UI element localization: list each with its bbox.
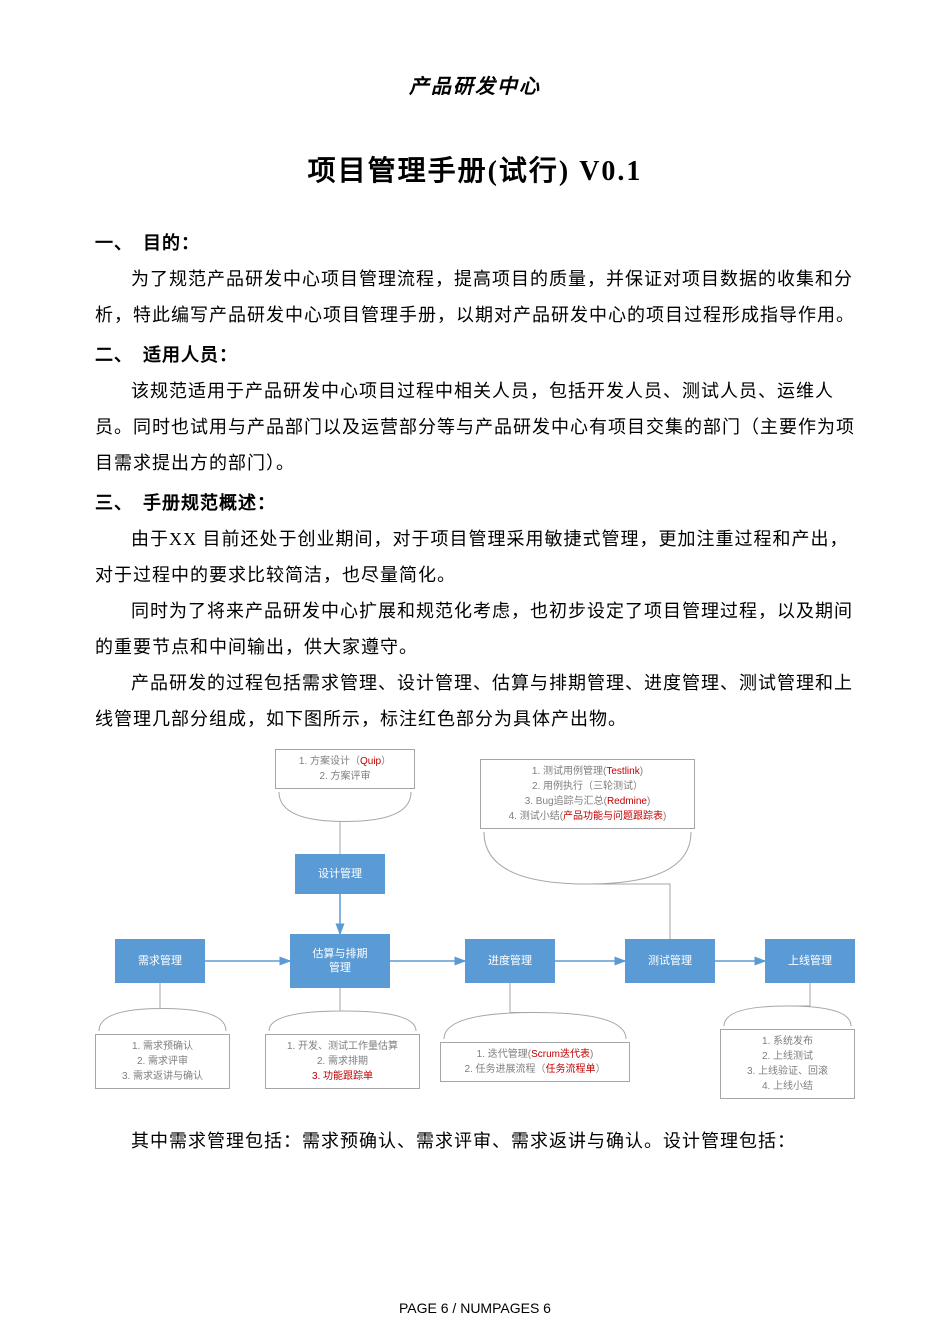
callout-line: 2. 需求评审	[102, 1054, 223, 1069]
flow-node-online: 上线管理	[765, 939, 855, 983]
flow-node-est: 估算与排期 管理	[290, 934, 390, 988]
flow-node-req: 需求管理	[115, 939, 205, 983]
callout-line: 2. 方案评审	[282, 769, 408, 784]
callout-line: 2. 需求排期	[272, 1054, 413, 1069]
flow-node-test: 测试管理	[625, 939, 715, 983]
section-2-head: 二、 适用人员：	[95, 341, 855, 367]
closing-para: 其中需求管理包括：需求预确认、需求评审、需求返讲与确认。设计管理包括：	[95, 1123, 855, 1159]
callout-line: 1. 系统发布	[727, 1034, 848, 1049]
section-3-para-2: 同时为了将来产品研发中心扩展和规范化考虑，也初步设定了项目管理过程，以及期间的重…	[95, 593, 855, 665]
callout-line: 4. 测试小结(产品功能与问题跟踪表)	[487, 809, 688, 824]
flowchart-diagram: 需求管理 设计管理估算与排期 管理 进度管理 测试管理 上线管理 1. 方案设计（Quip…	[95, 749, 855, 1109]
callout-c_online: 1. 系统发布2. 上线测试3. 上线验证、回滚4. 上线小结	[720, 1029, 855, 1099]
callout-line: 1. 测试用例管理(Testlink)	[487, 764, 688, 779]
callout-line: 2. 任务进展流程（任务流程单）	[447, 1062, 623, 1077]
page-header: 产品研发中心	[95, 70, 855, 99]
section-3-para-1: 由于XX 目前还处于创业期间，对于项目管理采用敏捷式管理，更加注重过程和产出，对…	[95, 521, 855, 593]
callout-line: 1. 需求预确认	[102, 1039, 223, 1054]
callout-line: 3. 需求返讲与确认	[102, 1069, 223, 1084]
callout-line: 3. Bug追踪与汇总(Redmine)	[487, 794, 688, 809]
section-3-para-3: 产品研发的过程包括需求管理、设计管理、估算与排期管理、进度管理、测试管理和上线管…	[95, 665, 855, 737]
flow-node-prog: 进度管理	[465, 939, 555, 983]
callout-line: 1. 迭代管理(Scrum迭代表)	[447, 1047, 623, 1062]
callout-c_est: 1. 开发、测试工作量估算2. 需求排期3. 功能跟踪单	[265, 1034, 420, 1089]
section-1-head: 一、 目的：	[95, 229, 855, 255]
section-1-para: 为了规范产品研发中心项目管理流程，提高项目的质量，并保证对项目数据的收集和分析，…	[95, 261, 855, 333]
callout-c_test: 1. 测试用例管理(Testlink)2. 用例执行（三轮测试）3. Bug追踪…	[480, 759, 695, 829]
flow-node-design: 设计管理	[295, 854, 385, 894]
callout-line: 2. 用例执行（三轮测试）	[487, 779, 688, 794]
callout-c_prog: 1. 迭代管理(Scrum迭代表)2. 任务进展流程（任务流程单）	[440, 1042, 630, 1082]
callout-line: 1. 开发、测试工作量估算	[272, 1039, 413, 1054]
callout-line: 3. 上线验证、回滚	[727, 1064, 848, 1079]
callout-c_design: 1. 方案设计（Quip）2. 方案评审	[275, 749, 415, 789]
document-title: 项目管理手册(试行) V0.1	[95, 149, 855, 189]
page-footer: PAGE 6 / NUMPAGES 6	[0, 1300, 950, 1316]
callout-c_req: 1. 需求预确认2. 需求评审3. 需求返讲与确认	[95, 1034, 230, 1089]
section-2-para: 该规范适用于产品研发中心项目过程中相关人员，包括开发人员、测试人员、运维人员。同…	[95, 373, 855, 481]
callout-line: 3. 功能跟踪单	[272, 1069, 413, 1084]
callout-line: 1. 方案设计（Quip）	[282, 754, 408, 769]
callout-line: 4. 上线小结	[727, 1079, 848, 1094]
section-3-head: 三、 手册规范概述：	[95, 489, 855, 515]
callout-line: 2. 上线测试	[727, 1049, 848, 1064]
